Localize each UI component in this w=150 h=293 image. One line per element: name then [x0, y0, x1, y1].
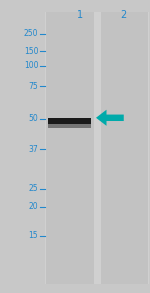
Text: 15: 15: [29, 231, 38, 240]
Bar: [100, 12, 148, 284]
Text: 150: 150: [24, 47, 38, 56]
Bar: [45, 12, 148, 284]
Text: 2: 2: [121, 10, 127, 20]
Text: 50: 50: [28, 114, 38, 123]
Bar: [48, 124, 91, 128]
Text: 100: 100: [24, 62, 38, 70]
Text: 1: 1: [77, 10, 83, 20]
Text: 75: 75: [28, 82, 38, 91]
Text: 25: 25: [29, 185, 38, 193]
Text: 250: 250: [24, 29, 38, 38]
Bar: [48, 117, 91, 124]
FancyArrow shape: [96, 110, 124, 126]
Bar: [46, 12, 94, 284]
Text: 37: 37: [28, 145, 38, 154]
Text: 20: 20: [29, 202, 38, 211]
